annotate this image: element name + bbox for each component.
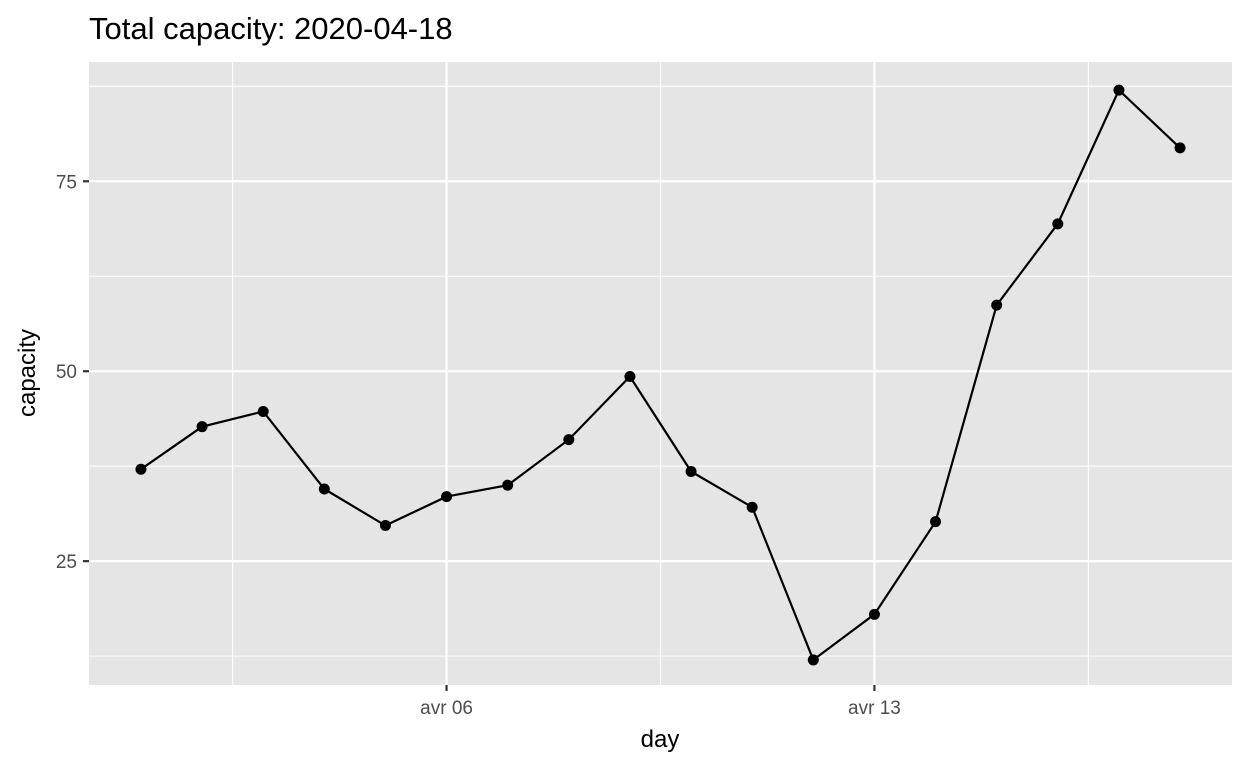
data-point [196, 421, 208, 433]
y-tick-label: 25 [56, 552, 77, 573]
data-point [624, 371, 636, 383]
data-point [379, 519, 391, 531]
data-point [685, 466, 697, 478]
y-tick-label: 50 [56, 362, 77, 383]
data-point [1052, 218, 1064, 230]
series-layer [135, 84, 1186, 666]
data-point [868, 608, 880, 620]
data-point [807, 654, 819, 666]
x-tick-label: avr 06 [420, 698, 473, 719]
x-tick-label: avr 13 [848, 698, 901, 719]
data-point [1174, 142, 1186, 154]
data-point [502, 479, 514, 491]
chart-title: Total capacity: 2020-04-18 [89, 11, 453, 46]
data-point [746, 501, 758, 513]
y-tick-label: 75 [56, 172, 77, 193]
series-line [140, 88, 1181, 662]
data-point [563, 434, 575, 446]
y-axis-title: capacity [14, 329, 41, 417]
x-axis-title: day [641, 726, 680, 753]
grid-lines [89, 62, 1232, 685]
data-point [930, 516, 942, 528]
data-point [1113, 84, 1125, 96]
data-point [991, 299, 1003, 311]
data-point [318, 483, 330, 495]
axes: 25 50 75 avr 06 avr 13 [56, 172, 901, 719]
data-point [135, 463, 147, 475]
data-point [257, 405, 269, 417]
data-point [441, 491, 453, 503]
